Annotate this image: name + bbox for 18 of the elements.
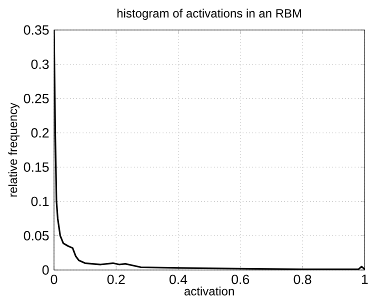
x-tick-label: 0.4: [170, 274, 188, 284]
x-tick-label: 0.8: [294, 274, 312, 284]
y-tick-label: 0.2: [31, 128, 49, 138]
chart-title: histogram of activations in an RBM: [117, 8, 302, 20]
y-tick-label: 0.1: [31, 196, 49, 206]
y-tick-label: 0.35: [24, 25, 49, 35]
x-tick-label: 0.6: [232, 274, 250, 284]
line-series: [54, 30, 365, 270]
y-tick-label: 0.25: [24, 94, 49, 104]
y-tick-label: 0.05: [24, 231, 49, 240]
y-tick-label: 0.3: [31, 60, 49, 70]
y-axis-title: relative frequency: [8, 102, 20, 197]
x-tick-label: 1: [362, 274, 368, 284]
x-tick-label: 0: [50, 274, 58, 284]
x-axis-title: activation: [184, 286, 234, 296]
x-tick-label: 0.2: [107, 274, 125, 284]
y-tick-label: 0.15: [24, 162, 49, 172]
y-tick-label: 0: [42, 265, 49, 275]
